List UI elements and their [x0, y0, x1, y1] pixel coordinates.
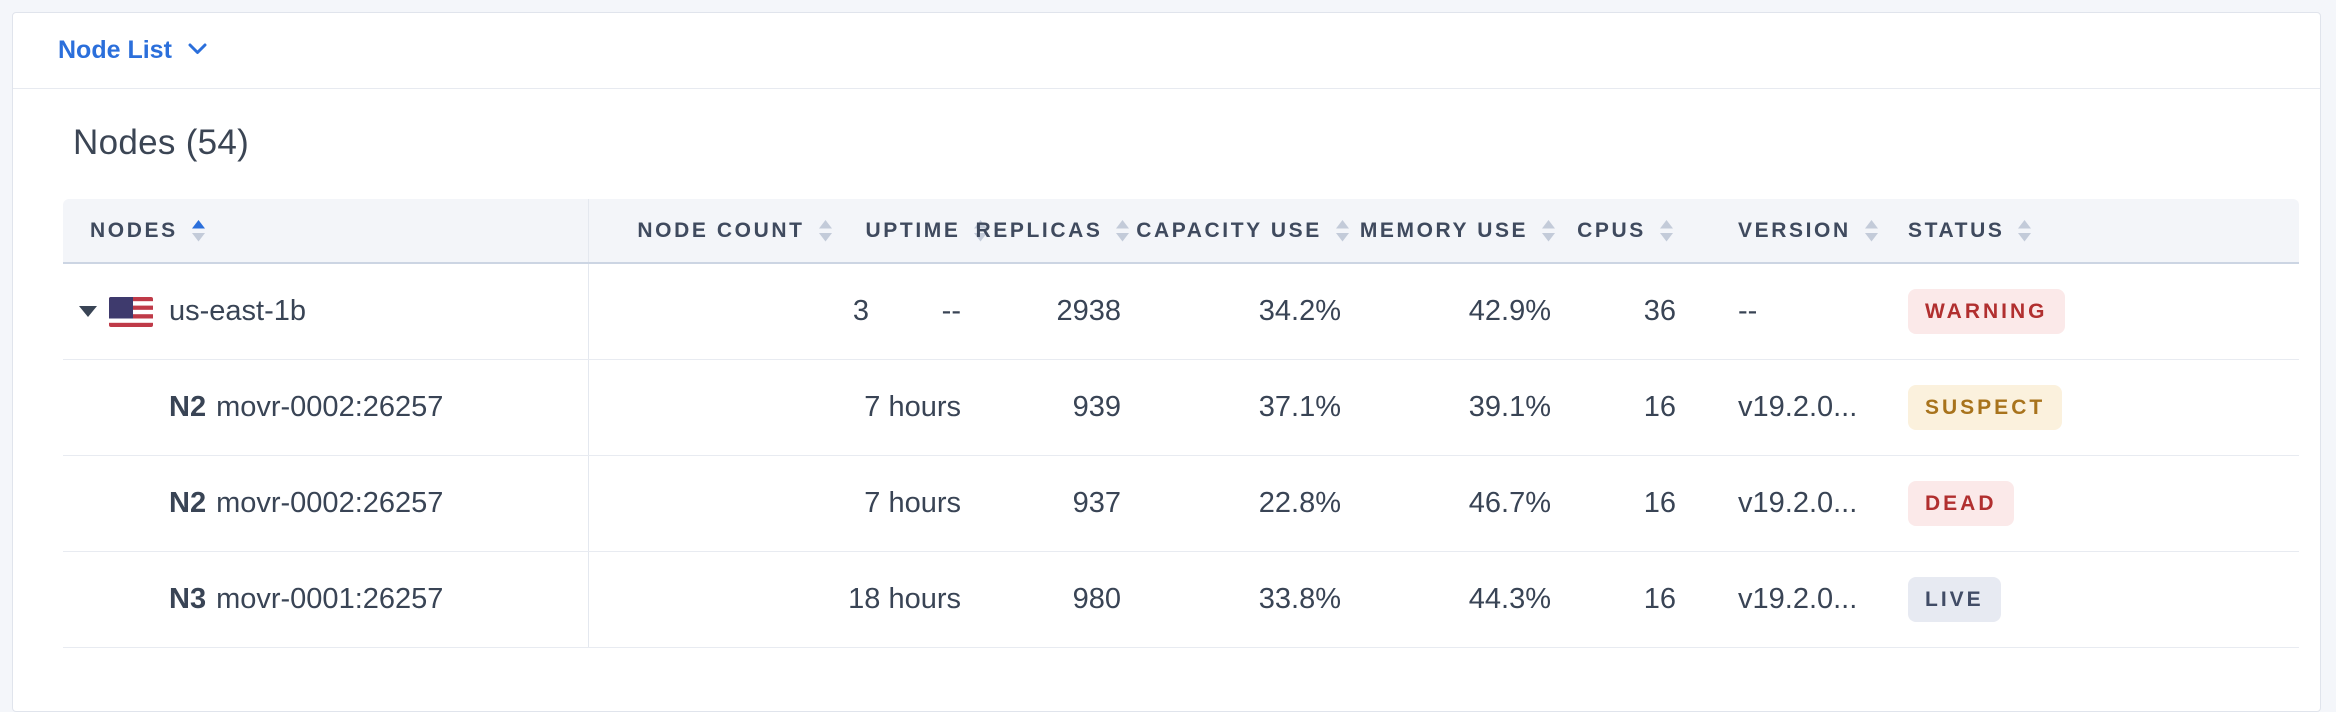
node-id: N2 — [169, 391, 207, 423]
cell-nodes: N3 movr-0001:26257 — [63, 552, 588, 647]
column-header-version[interactable]: VERSION — [1688, 199, 1908, 262]
column-header-capacity-use[interactable]: CAPACITY USE — [1133, 199, 1353, 262]
table-header-row: NODES NODE COUNT UPTIME REPLICAS CAPACIT… — [63, 199, 2299, 264]
view-selector[interactable]: Node List — [58, 36, 207, 65]
sort-icon — [1659, 219, 1673, 241]
table-row[interactable]: N2 movr-0002:26257 7 hours 937 22.8% 46.7% 16 v… — [63, 456, 2299, 552]
column-header-label: NODE COUNT — [637, 218, 805, 242]
sort-icon — [191, 219, 205, 241]
column-header-label: REPLICAS — [975, 218, 1103, 242]
region-name[interactable]: us-east-1b — [169, 295, 307, 327]
sort-icon — [1116, 219, 1130, 241]
cell-node-count: 3 — [588, 264, 881, 359]
cell-capacity-use: 34.2% — [1258, 295, 1341, 327]
table-row[interactable]: N2 movr-0002:26257 7 hours 939 37.1% 39.1% 16 v… — [63, 360, 2299, 456]
cell-version: v19.2.0... — [1738, 583, 1858, 615]
main-content: Nodes (54) NODES NODE COUNT UPTIME REPLI… — [13, 89, 2320, 648]
cell-replicas: 937 — [1072, 487, 1121, 519]
status-badge: LIVE — [1908, 577, 2001, 622]
sort-icon — [1542, 219, 1556, 241]
cell-uptime: 18 hours — [848, 583, 961, 615]
cell-cpus: 16 — [1643, 487, 1676, 519]
cell-memory-use: 46.7% — [1468, 487, 1551, 519]
node-id: N3 — [169, 583, 207, 615]
node-address: movr-0001:26257 — [216, 583, 444, 615]
expand-caret-icon[interactable] — [79, 306, 97, 317]
node-address: movr-0002:26257 — [216, 487, 444, 519]
cell-version: -- — [1738, 295, 1758, 327]
cell-replicas: 2938 — [1056, 295, 1121, 327]
column-header-label: MEMORY USE — [1359, 218, 1529, 242]
cell-capacity-use: 37.1% — [1258, 391, 1341, 423]
sort-icon — [2018, 219, 2032, 241]
cell-capacity-use: 22.8% — [1258, 487, 1341, 519]
column-header-nodes[interactable]: NODES — [63, 199, 588, 262]
column-header-uptime[interactable]: UPTIME — [866, 199, 988, 262]
view-selector-label: Node List — [58, 36, 172, 64]
node-address: movr-0002:26257 — [216, 391, 444, 423]
column-header-cpus[interactable]: CPUS — [1563, 199, 1688, 262]
status-badge: WARNING — [1908, 289, 2065, 334]
node-link[interactable]: N2 movr-0002:26257 — [169, 391, 443, 424]
column-header-replicas[interactable]: REPLICAS — [973, 199, 1133, 262]
cell-uptime: 7 hours — [864, 391, 961, 423]
cell-replicas: 939 — [1072, 391, 1121, 423]
column-header-label: CPUS — [1577, 218, 1646, 242]
view-selector-bar: Node List — [13, 13, 2320, 89]
status-badge: SUSPECT — [1908, 385, 2063, 430]
sort-icon — [1864, 219, 1878, 241]
cell-memory-use: 39.1% — [1468, 391, 1551, 423]
column-header-status[interactable]: STATUS — [1908, 199, 2299, 262]
page-title: Nodes (54) — [73, 123, 250, 162]
node-link[interactable]: N2 movr-0002:26257 — [169, 487, 443, 520]
node-id: N2 — [169, 487, 207, 519]
cell-nodes: us-east-1b — [63, 264, 588, 359]
cell-version: v19.2.0... — [1738, 391, 1858, 423]
cell-status: SUSPECT — [1908, 360, 2299, 455]
cell-nodes: N2 movr-0002:26257 — [63, 360, 588, 455]
column-header-label: UPTIME — [865, 218, 961, 242]
cell-memory-use: 42.9% — [1468, 295, 1551, 327]
sort-icon — [818, 219, 832, 241]
node-link[interactable]: N3 movr-0001:26257 — [169, 583, 443, 616]
cell-status: LIVE — [1908, 552, 2299, 647]
us-flag-icon — [109, 296, 153, 327]
column-header-label: NODES — [90, 218, 178, 242]
cell-node-count — [588, 360, 881, 455]
cell-node-count — [588, 456, 881, 551]
cell-cpus: 16 — [1643, 391, 1676, 423]
column-header-label: STATUS — [1908, 218, 2005, 242]
column-header-label: VERSION — [1738, 218, 1851, 242]
cell-uptime: -- — [941, 295, 961, 327]
column-header-node-count[interactable]: NODE COUNT — [588, 199, 881, 262]
table-row[interactable]: us-east-1b 3 -- 2938 34.2% 42.9% 36 -- WARNING — [63, 264, 2299, 360]
cell-uptime: 7 hours — [864, 487, 961, 519]
sort-icon — [1335, 219, 1349, 241]
sort-icon — [974, 219, 988, 241]
cell-version: v19.2.0... — [1738, 487, 1858, 519]
column-header-memory-use[interactable]: MEMORY USE — [1353, 199, 1563, 262]
cell-replicas: 980 — [1072, 583, 1121, 615]
chevron-down-icon — [188, 42, 207, 60]
nodes-table: NODES NODE COUNT UPTIME REPLICAS CAPACIT… — [63, 199, 2299, 648]
cell-status: DEAD — [1908, 456, 2299, 551]
cell-node-count — [588, 552, 881, 647]
column-header-label: CAPACITY USE — [1136, 218, 1322, 242]
cell-cpus: 16 — [1643, 583, 1676, 615]
cell-cpus: 36 — [1643, 295, 1676, 327]
cell-memory-use: 44.3% — [1468, 583, 1551, 615]
cell-capacity-use: 33.8% — [1258, 583, 1341, 615]
table-row[interactable]: N3 movr-0001:26257 18 hours 980 33.8% 44.3% 16… — [63, 552, 2299, 648]
table-body: us-east-1b 3 -- 2938 34.2% 42.9% 36 -- WARNING … — [63, 264, 2299, 648]
status-badge: DEAD — [1908, 481, 2014, 526]
cell-status: WARNING — [1908, 264, 2299, 359]
cell-nodes: N2 movr-0002:26257 — [63, 456, 588, 551]
node-list-card: Node List Nodes (54) NODES NODE COUNT UP… — [12, 12, 2321, 712]
